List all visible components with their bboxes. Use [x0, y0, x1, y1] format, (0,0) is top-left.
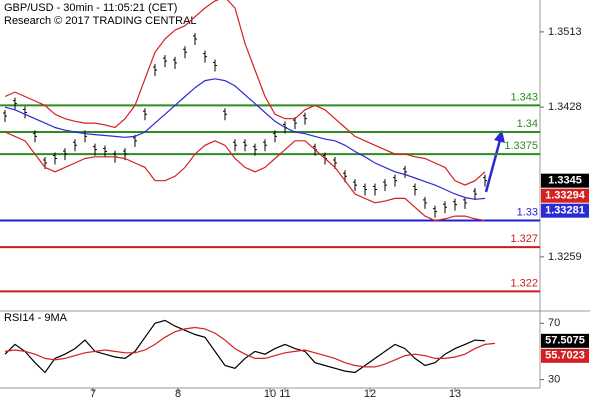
x-tick-label: 10 — [264, 388, 276, 400]
price-bar — [193, 32, 197, 45]
price-marker-label: 57.5075 — [545, 335, 585, 347]
price-bar — [253, 143, 257, 156]
price-bar — [23, 106, 27, 119]
chart-subtitle: Research © 2017 TRADING CENTRAL — [4, 15, 197, 27]
chart-title: GBP/USD - 30min - 11:05:21 (CET) — [4, 2, 177, 14]
series-line — [4, 131, 486, 222]
price-marker-label: 1.3345 — [548, 175, 582, 187]
price-bar — [213, 59, 217, 72]
level-label: 1.3375 — [504, 140, 538, 152]
series-line — [4, 319, 486, 374]
level-label: 1.33 — [517, 206, 538, 218]
level-label: 1.34 — [517, 118, 538, 130]
price-bar — [273, 130, 277, 143]
price-marker — [541, 348, 589, 363]
price-bar — [73, 139, 77, 152]
x-tick-label: 13 — [449, 388, 461, 400]
y-tick-label: 1.3428 — [548, 101, 582, 113]
price-bar — [93, 143, 97, 156]
price-bar — [63, 148, 67, 161]
price-bar — [433, 205, 437, 218]
forecast-arrow-head — [494, 130, 505, 143]
level-label: 1.343 — [510, 91, 538, 103]
price-bar — [353, 179, 357, 192]
price-bar — [403, 165, 407, 178]
price-bar — [303, 112, 307, 125]
x-tick-label: 12 — [364, 388, 376, 400]
price-marker — [541, 188, 589, 203]
price-marker — [541, 173, 589, 188]
price-bar — [33, 130, 37, 143]
price-bar — [243, 139, 247, 152]
price-bar — [443, 201, 447, 214]
price-bar — [183, 46, 187, 59]
price-marker — [541, 333, 589, 348]
price-bar — [223, 108, 227, 121]
level-label: 1.327 — [510, 233, 538, 245]
price-bar — [3, 110, 7, 123]
price-bar — [423, 196, 427, 209]
price-bar — [143, 108, 147, 121]
price-bar — [473, 187, 477, 200]
price-bar — [233, 139, 237, 152]
y-tick-label: 1.3259 — [548, 251, 582, 263]
price-bar — [483, 174, 487, 187]
price-bar — [53, 152, 57, 165]
price-bar — [363, 183, 367, 196]
price-marker-label: 55.7023 — [545, 350, 585, 362]
price-bar — [383, 179, 387, 192]
price-bar — [413, 183, 417, 196]
y-tick-label: 70 — [548, 317, 560, 329]
x-tick-label: 11 — [279, 388, 290, 400]
price-bar — [103, 145, 107, 158]
price-bar — [203, 50, 207, 63]
y-tick-label: 1.3513 — [548, 26, 582, 38]
level-label: 1.322 — [510, 277, 538, 289]
series-line — [4, 78, 486, 200]
x-tick-label: 8 — [175, 388, 181, 400]
price-bar — [453, 198, 457, 211]
price-bar — [393, 174, 397, 187]
price-bar — [163, 55, 167, 68]
x-tick-label: 7 — [90, 388, 96, 400]
price-bar — [153, 63, 157, 76]
rsi-title: RSI14 - 9MA — [4, 312, 68, 324]
series-line — [4, 0, 486, 186]
price-bar — [463, 196, 467, 209]
forecast-arrow — [484, 139, 502, 193]
price-bar — [173, 56, 177, 69]
price-bar — [373, 183, 377, 196]
series-line — [4, 326, 496, 368]
price-marker-label: 1.33294 — [545, 190, 586, 202]
price-marker — [541, 203, 589, 218]
y-tick-label: 30 — [548, 373, 560, 385]
price-marker-label: 1.33281 — [545, 205, 585, 217]
price-bar — [263, 139, 267, 152]
price-bar — [13, 97, 17, 110]
